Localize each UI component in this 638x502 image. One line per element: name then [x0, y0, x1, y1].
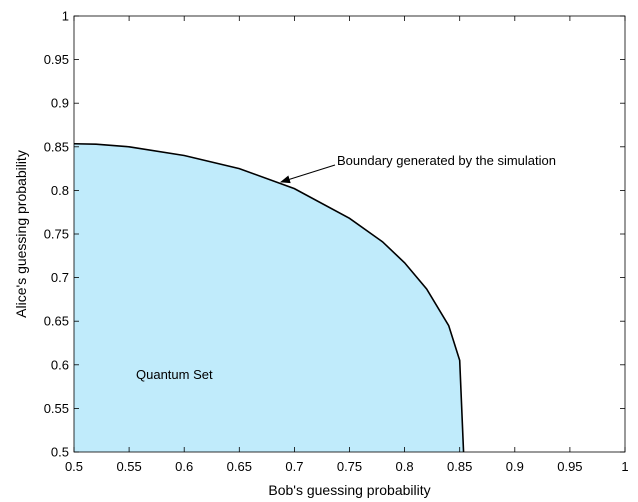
quantum-set-area [74, 143, 464, 452]
y-tick-label: 0.55 [44, 401, 69, 416]
x-tick-label: 0.9 [506, 459, 524, 474]
boundary-annotation: Boundary generated by the simulation [280, 153, 556, 184]
x-tick-label: 0.8 [396, 459, 414, 474]
y-tick-label: 0.75 [44, 227, 69, 242]
region-label: Quantum Set [136, 367, 213, 382]
y-tick-label: 0.6 [51, 357, 69, 372]
x-tick-label: 0.65 [227, 459, 252, 474]
y-tick-label: 0.95 [44, 52, 69, 67]
x-tick-label: 0.5 [65, 459, 83, 474]
area-layer [73, 142, 465, 453]
y-tick-label: 0.8 [51, 183, 69, 198]
y-tick-label: 0.65 [44, 314, 69, 329]
tick-layer: 0.5 0.55 0.6 0.65 0.7 0.75 0.8 0.85 0.9 0.95 1 0.5 0… [44, 9, 629, 475]
x-tick-label: 1 [621, 459, 628, 474]
y-tick-label: 1 [62, 9, 69, 24]
x-tick-label: 0.6 [175, 459, 193, 474]
x-tick-label: 0.95 [557, 459, 582, 474]
y-tick-label: 0.7 [51, 270, 69, 285]
x-tick-label: 0.85 [447, 459, 472, 474]
y-tick-label: 0.5 [51, 445, 69, 460]
x-tick-label: 0.7 [285, 459, 303, 474]
boundary-label: Boundary generated by the simulation [337, 153, 556, 168]
annotation-arrow [280, 164, 336, 184]
boundary-line [73, 142, 465, 453]
y-tick-label: 0.9 [51, 96, 69, 111]
x-tick-label: 0.75 [337, 459, 362, 474]
x-axis-label: Bob's guessing probability [268, 482, 430, 498]
y-tick-label: 0.85 [44, 139, 69, 154]
x-tick-label: 0.55 [116, 459, 141, 474]
y-axis-label: Alice's guessing probability [13, 150, 29, 318]
